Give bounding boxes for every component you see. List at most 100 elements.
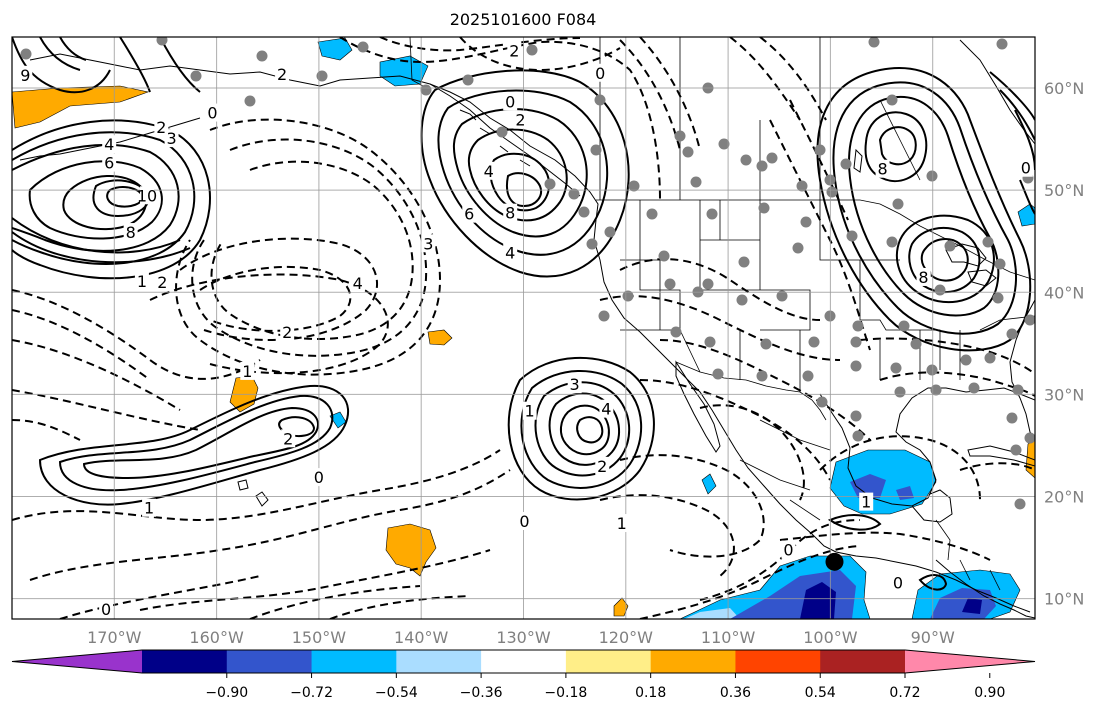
contour-label: 3 xyxy=(423,234,433,253)
contour-label-bg xyxy=(240,361,255,380)
colorbar-segment xyxy=(481,650,567,673)
colorbar-extend-low xyxy=(12,650,142,673)
blue-field-south-dark xyxy=(800,582,836,619)
contour-label-bg xyxy=(205,103,220,122)
map-frame xyxy=(11,36,1036,620)
blue-field-gulf-inner xyxy=(850,474,886,498)
contour-label: 4 xyxy=(104,135,114,154)
contour-label: 4 xyxy=(505,243,515,262)
contour-label-bg xyxy=(462,204,477,223)
lon-tick-label: 110°W xyxy=(701,628,756,647)
contour-label-bg xyxy=(517,512,532,530)
hudson-east-coast xyxy=(959,39,1035,145)
contour-label: 0 xyxy=(314,468,324,487)
baja-california xyxy=(675,360,721,453)
latitude-tick-labels: 10°N 20°N 30°N 40°N 50°N 60°N xyxy=(1044,79,1084,609)
blue-field-nw-a xyxy=(317,37,353,61)
blue-field-south-light xyxy=(684,608,740,619)
contour-label-bg xyxy=(134,272,149,291)
contour-label-bg xyxy=(503,243,518,262)
station-dots xyxy=(20,37,1035,510)
mexico-states xyxy=(739,419,831,521)
contour-label-bg xyxy=(140,186,155,205)
colorbar: −0.90 −0.72 −0.54 −0.36 −0.18 0.18 0.36 0.54 0.7… xyxy=(11,649,1036,701)
contour-label-bg xyxy=(481,161,496,180)
contour-label: 0 xyxy=(207,104,217,123)
contour-label-bg xyxy=(503,203,518,222)
contour-label: 0 xyxy=(783,541,793,560)
colorbar-tick-label: −0.18 xyxy=(544,685,587,701)
channel-islands xyxy=(459,109,531,167)
colorbar-segment xyxy=(820,650,906,673)
contour-label-bg xyxy=(280,323,295,342)
contour-label: 2 xyxy=(597,457,607,476)
contour-label-bg xyxy=(275,64,290,83)
coastlines xyxy=(19,39,1035,619)
contour-label: 8 xyxy=(877,160,887,179)
contour-label-bg xyxy=(155,273,170,292)
blue-field-se-dark xyxy=(962,598,982,614)
contour-label: 3 xyxy=(570,375,580,394)
contour-label: 0 xyxy=(519,512,529,531)
hawaii-2 xyxy=(237,479,249,491)
great-lakes xyxy=(945,243,997,287)
contour-label: 0 xyxy=(1021,159,1031,178)
contour-label: 2 xyxy=(282,323,292,342)
colorbar-extend-high xyxy=(905,650,1035,673)
contour-label: 2 xyxy=(515,111,525,130)
contour-label-bg xyxy=(599,399,614,418)
contour-label-bg xyxy=(507,41,522,60)
lon-tick-label: 140°W xyxy=(394,628,449,647)
contour-label-bg xyxy=(350,274,365,293)
contour-label: 2 xyxy=(509,41,519,60)
contour-label: 10 xyxy=(137,186,157,205)
contour-label-bg xyxy=(522,401,537,420)
contour-label: 2 xyxy=(156,118,166,137)
colorbar-segment xyxy=(226,650,313,673)
contour-label-bg xyxy=(142,498,157,517)
yucatan xyxy=(911,489,953,523)
contour-label-bg xyxy=(421,234,436,253)
lon-tick-label: 90°W xyxy=(911,628,955,647)
lat-tick-label: 50°N xyxy=(1044,181,1084,200)
colorbar-tick-label: 0.90 xyxy=(974,685,1005,701)
contour-label: 4 xyxy=(601,400,611,419)
contour-label-bg xyxy=(281,429,296,448)
contour-label: 2 xyxy=(277,65,287,84)
lon-tick-label: 100°W xyxy=(803,628,858,647)
contour-label-bg xyxy=(102,153,117,172)
blue-field-small-2 xyxy=(701,473,717,495)
contour-label: 6 xyxy=(104,154,114,173)
contour-label: 1 xyxy=(144,499,154,518)
lon-tick-label: 130°W xyxy=(496,628,551,647)
lat-tick-label: 10°N xyxy=(1044,590,1084,609)
contour-label: 4 xyxy=(353,274,363,293)
contour-label: 1 xyxy=(137,272,147,291)
contour-label-bg xyxy=(595,456,610,475)
contour-label: 0 xyxy=(101,600,111,619)
contour-label-bg xyxy=(781,540,796,559)
lat-tick-label: 30°N xyxy=(1044,385,1084,404)
colorbar-outline xyxy=(11,649,1036,674)
orange-field-mid xyxy=(427,329,453,346)
lat-tick-label: 40°N xyxy=(1044,283,1084,302)
lat-tick-label: 20°N xyxy=(1044,487,1084,506)
contour-label-bg xyxy=(875,159,890,178)
contour-label: 4 xyxy=(484,162,494,181)
contour-label: 0 xyxy=(595,64,605,83)
colorbar-tick-label: 0.72 xyxy=(889,685,920,701)
us-mexico-border xyxy=(675,361,827,421)
alaska-panhandle xyxy=(429,83,581,197)
map-gridlines xyxy=(12,37,1035,619)
colorbar-tick-label: −0.72 xyxy=(290,685,333,701)
colorbar-segment xyxy=(396,650,482,673)
contour-label-bg xyxy=(859,492,874,511)
contour-label-bg xyxy=(102,135,117,154)
contour-label-bg xyxy=(164,129,179,148)
lon-tick-label: 150°W xyxy=(292,628,347,647)
canada-provinces xyxy=(599,37,921,200)
colorbar-segment xyxy=(735,650,821,673)
colorbar-segment xyxy=(311,650,397,673)
contour-label: 6 xyxy=(464,205,474,224)
